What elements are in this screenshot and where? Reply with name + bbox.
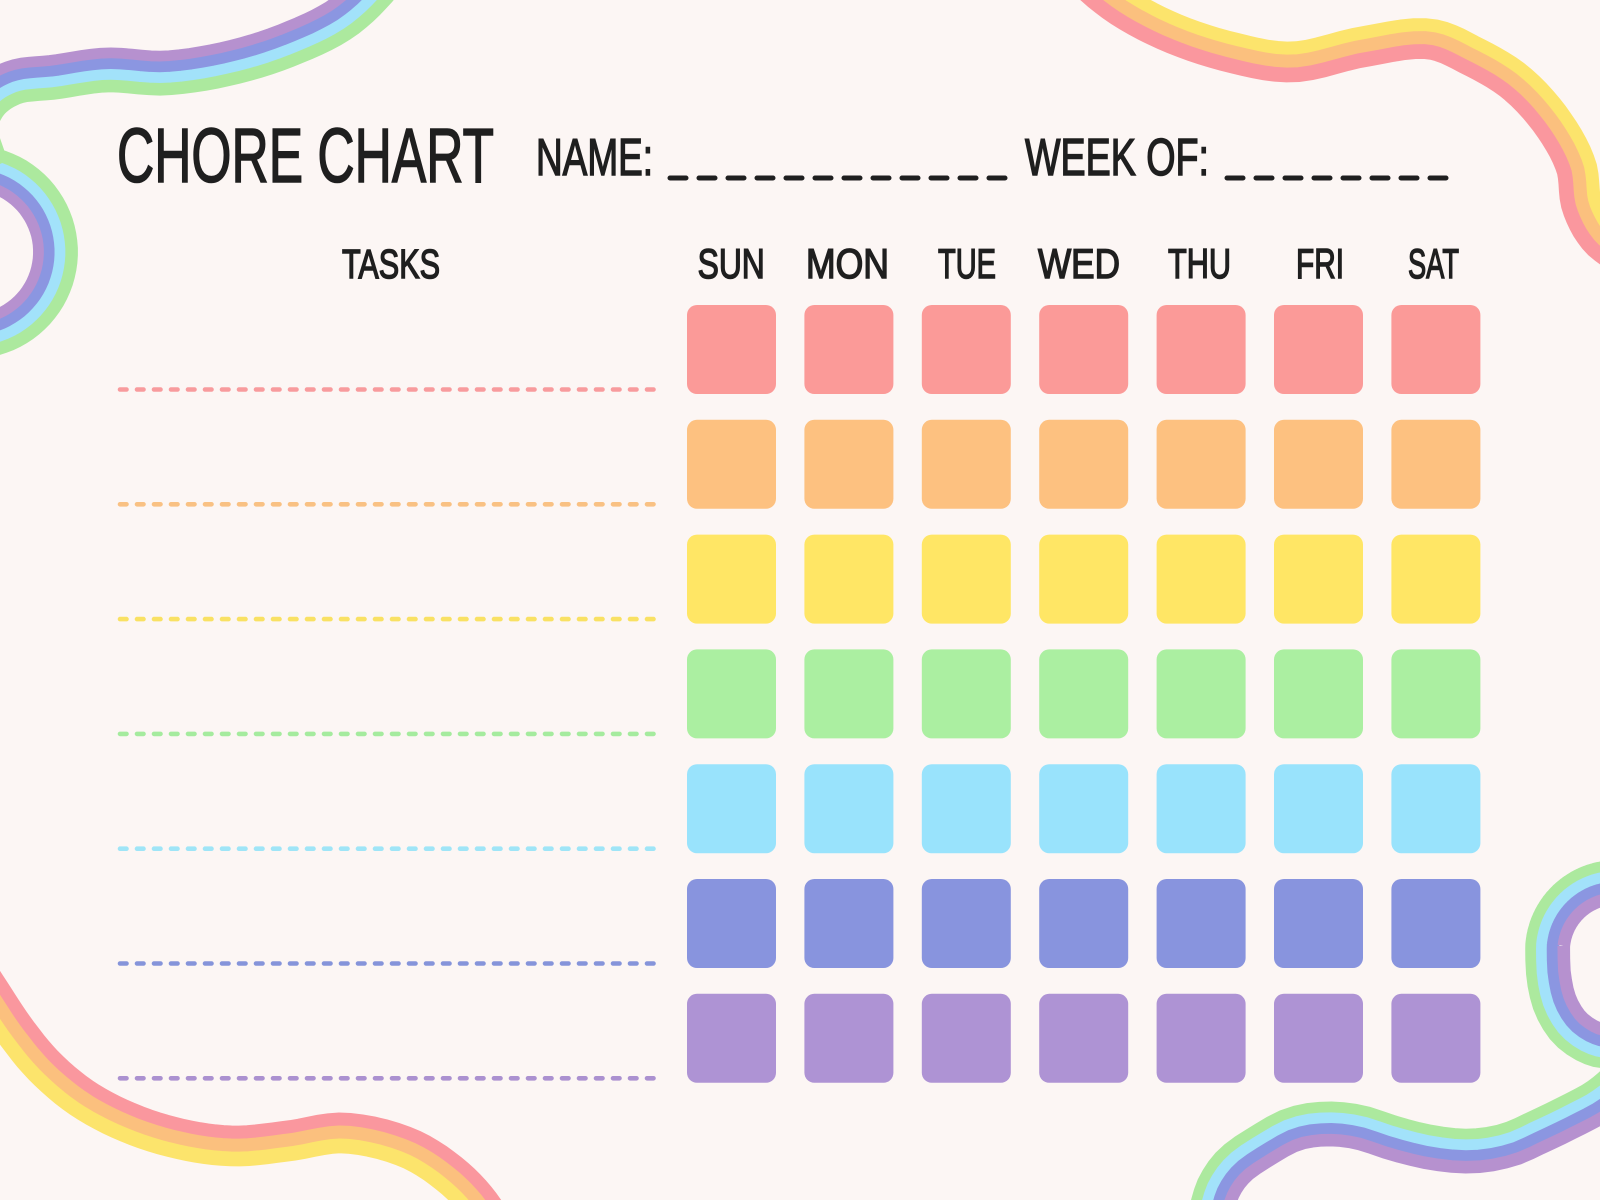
svg-text:MON: MON [806, 240, 889, 287]
svg-text:NAME:: NAME: [536, 129, 653, 187]
svg-text:SUN: SUN [698, 240, 765, 287]
svg-text:WEEK OF:: WEEK OF: [1025, 129, 1209, 187]
svg-text:WED: WED [1038, 240, 1120, 287]
svg-text:THU: THU [1168, 240, 1231, 287]
svg-text:CHORE CHART: CHORE CHART [117, 113, 494, 199]
svg-text:SAT: SAT [1408, 240, 1459, 287]
svg-text:FRI: FRI [1296, 240, 1344, 287]
svg-text:TUE: TUE [938, 240, 996, 287]
svg-text:TASKS: TASKS [342, 241, 440, 287]
